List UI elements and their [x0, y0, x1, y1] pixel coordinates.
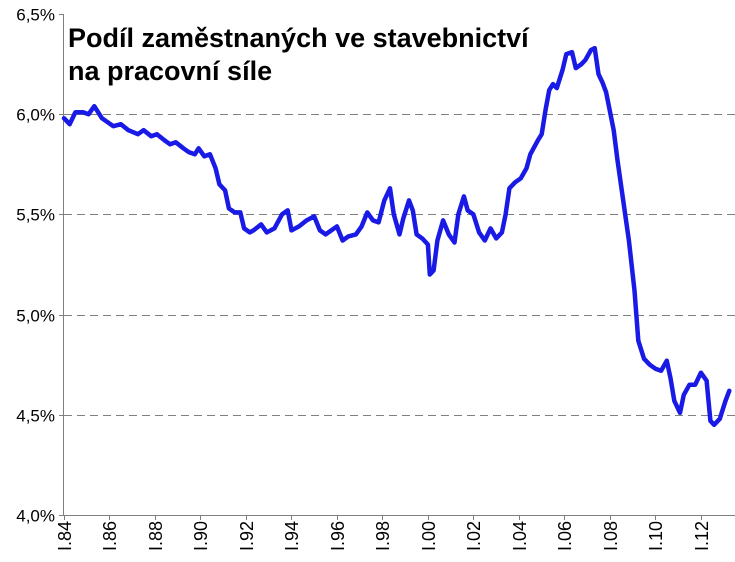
y-tick-label: 6,5%: [16, 5, 55, 24]
gridlines: [64, 114, 735, 416]
y-tick-label: 5,0%: [16, 306, 55, 325]
x-tick-label: I.98: [373, 521, 393, 551]
x-tick-label: I.88: [146, 521, 166, 551]
x-tick-label: I.06: [555, 521, 575, 551]
y-tick-label: 6,0%: [16, 105, 55, 124]
x-tick-label: I.04: [510, 521, 530, 551]
x-tick-label: I.92: [237, 521, 257, 551]
x-tick-label: I.08: [601, 521, 621, 551]
x-tick-label: I.12: [692, 521, 712, 551]
x-tick-label: I.10: [646, 521, 666, 551]
x-tick-label: I.90: [191, 521, 211, 551]
x-tick-label: I.94: [282, 521, 302, 551]
x-tick-label: I.00: [419, 521, 439, 551]
y-axis-ticks: 6,5% 6,0% 5,5% 5,0% 4,5% 4,0%: [16, 5, 64, 525]
chart-title-line-2: na pracovní síle: [68, 56, 272, 86]
x-tick-label: I.02: [464, 521, 484, 551]
series-line: [61, 45, 732, 428]
x-axis-ticks: I.84 I.86 I.88 I.90 I.92 I.94 I.96 I.98 I.00 I.02…: [55, 515, 712, 551]
x-tick-label: I.84: [55, 521, 75, 551]
chart-title-line-1: Podíl zaměstnaných ve stavebnictví: [68, 23, 530, 53]
y-tick-label: 5,5%: [16, 205, 55, 224]
x-tick-label: I.86: [100, 521, 120, 551]
y-tick-label: 4,5%: [16, 406, 55, 425]
y-tick-label: 4,0%: [16, 506, 55, 525]
x-tick-label: I.96: [328, 521, 348, 551]
